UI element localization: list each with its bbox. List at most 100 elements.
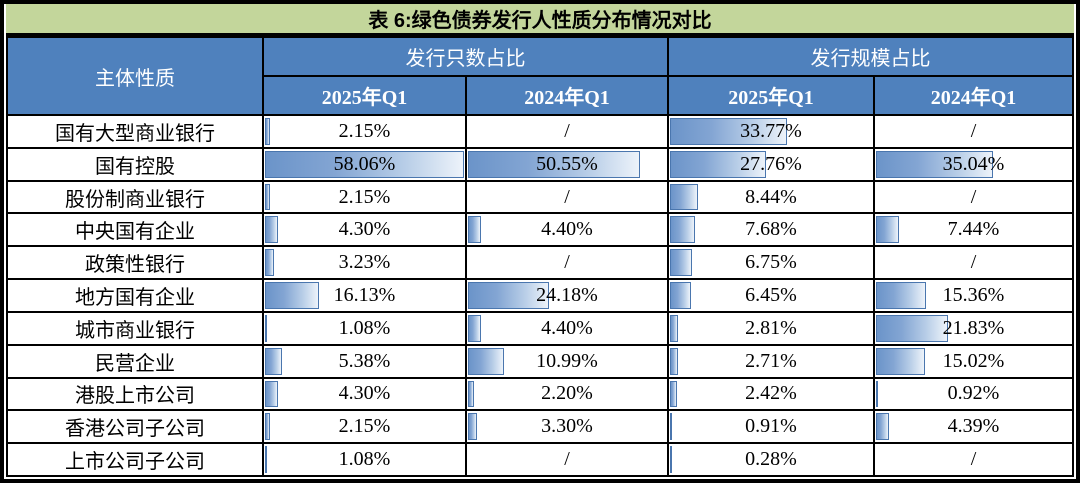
data-bar <box>265 314 267 342</box>
cell-value-text: 3.23% <box>338 251 391 274</box>
data-bar <box>670 446 672 473</box>
row-label: 政策性银行 <box>6 245 264 281</box>
data-bar <box>265 118 271 145</box>
data-bar <box>468 380 474 408</box>
value-cell: 5.38% <box>262 343 467 379</box>
cell-value-text: 4.30% <box>338 218 391 241</box>
cell-value-text: 0.91% <box>745 415 797 438</box>
value-cell: 2.20% <box>465 376 669 412</box>
value-cell-missing: / <box>465 442 669 477</box>
row-label: 股份制商业银行 <box>6 179 264 215</box>
table-row: 政策性银行 3.23% / 6.75% / <box>6 245 1074 281</box>
data-bar <box>670 249 692 277</box>
value-cell: 1.08% <box>262 310 467 346</box>
value-cell: 24.18% <box>465 278 669 313</box>
value-cell: 16.13% <box>262 278 467 313</box>
value-cell: 58.06% <box>262 146 467 182</box>
value-cell: 4.30% <box>262 212 467 248</box>
table-row: 上市公司子公司 1.08% / 0.28% / <box>6 442 1074 477</box>
data-bar <box>265 150 464 178</box>
table-row: 城市商业银行 1.08% 4.40% 2.81% 21.83% <box>6 310 1074 346</box>
row-label: 香港公司子公司 <box>6 409 264 445</box>
subcol-scale-2025q1: 2025年Q1 <box>667 75 875 116</box>
cell-value-text: 2.15% <box>338 119 391 142</box>
cell-value-text: 2.20% <box>541 382 593 405</box>
table-header: 主体性质 发行只数占比 发行规模占比 2025年Q1 2024年Q1 2025年… <box>6 36 1074 116</box>
cell-value-text: 10.99% <box>536 349 598 372</box>
data-bar <box>876 380 878 408</box>
data-bar <box>265 413 271 441</box>
data-bar <box>265 347 282 375</box>
cell-value-text: 15.36% <box>942 283 1005 306</box>
table-row: 国有大型商业银行 2.15% / 33.77% / <box>6 114 1074 149</box>
cell-value-text: / <box>970 251 977 274</box>
table-row: 中央国有企业 4.30% 4.40% 7.68% 7.44% <box>6 212 1074 248</box>
row-label: 国有控股 <box>6 146 264 182</box>
value-cell-missing: / <box>465 114 669 149</box>
data-bar <box>670 183 698 211</box>
data-bar <box>265 446 267 473</box>
data-bar <box>468 314 482 342</box>
value-cell: 2.81% <box>667 310 875 346</box>
subcol-count-2025q1: 2025年Q1 <box>262 75 467 116</box>
data-bar <box>876 216 900 244</box>
cell-value-text: 2.71% <box>745 349 797 372</box>
cell-value-text: / <box>564 448 570 471</box>
issuer-distribution-table: 主体性质 发行只数占比 发行规模占比 2025年Q1 2024年Q1 2025年… <box>6 36 1074 477</box>
cell-value-text: / <box>970 185 977 208</box>
value-cell: 15.36% <box>873 278 1074 313</box>
value-cell: 4.30% <box>262 376 467 412</box>
row-label: 上市公司子公司 <box>6 442 264 477</box>
value-cell: 7.68% <box>667 212 875 248</box>
value-cell: 2.71% <box>667 343 875 379</box>
value-cell: 0.91% <box>667 409 875 445</box>
cell-value-text: 0.28% <box>745 448 797 471</box>
value-cell-missing: / <box>873 114 1074 149</box>
data-bar <box>670 118 787 145</box>
value-cell: 33.77% <box>667 114 875 149</box>
cell-value-text: 24.18% <box>536 283 598 306</box>
cell-value-text: 6.75% <box>745 251 797 274</box>
row-label: 国有大型商业银行 <box>6 114 264 149</box>
data-bar <box>670 413 672 441</box>
value-cell: 35.04% <box>873 146 1074 182</box>
col-group-issue-count-share: 发行只数占比 <box>262 36 669 77</box>
value-cell-missing: / <box>873 179 1074 215</box>
row-label: 城市商业银行 <box>6 310 264 346</box>
value-cell: 15.02% <box>873 343 1074 379</box>
value-cell: 2.42% <box>667 376 875 412</box>
data-bar <box>468 216 482 244</box>
cell-value-text: 4.39% <box>947 415 1000 438</box>
data-bar <box>670 347 678 375</box>
cell-value-text: 0.92% <box>947 382 1000 405</box>
value-cell: 3.30% <box>465 409 669 445</box>
data-bar <box>876 282 927 309</box>
cell-value-text: / <box>564 251 570 274</box>
subcol-scale-2024q1: 2024年Q1 <box>873 75 1074 116</box>
value-cell: 0.28% <box>667 442 875 477</box>
value-cell: 8.44% <box>667 179 875 215</box>
data-bar <box>265 249 275 277</box>
cell-value-text: / <box>564 185 570 208</box>
data-bar <box>876 413 889 441</box>
data-bar <box>876 150 993 178</box>
cell-value-text: / <box>564 119 570 142</box>
cell-value-text: 4.40% <box>541 316 593 339</box>
cell-value-text: 2.81% <box>745 316 797 339</box>
data-bar <box>468 282 550 309</box>
row-label: 地方国有企业 <box>6 278 264 313</box>
cell-value-text: 33.77% <box>740 119 802 142</box>
cell-value-text: 35.04% <box>942 152 1005 175</box>
value-cell: 50.55% <box>465 146 669 182</box>
table-title: 表 6:绿色债券发行人性质分布情况对比 <box>6 4 1074 36</box>
cell-value-text: 2.42% <box>745 382 797 405</box>
cell-value-text: 1.08% <box>338 316 391 339</box>
row-label: 民营企业 <box>6 343 264 379</box>
cell-value-text: 7.68% <box>745 218 797 241</box>
cell-value-text: / <box>970 119 977 142</box>
data-bar <box>670 216 695 244</box>
cell-value-text: 21.83% <box>942 316 1005 339</box>
value-cell-missing: / <box>465 245 669 281</box>
value-cell: 7.44% <box>873 212 1074 248</box>
